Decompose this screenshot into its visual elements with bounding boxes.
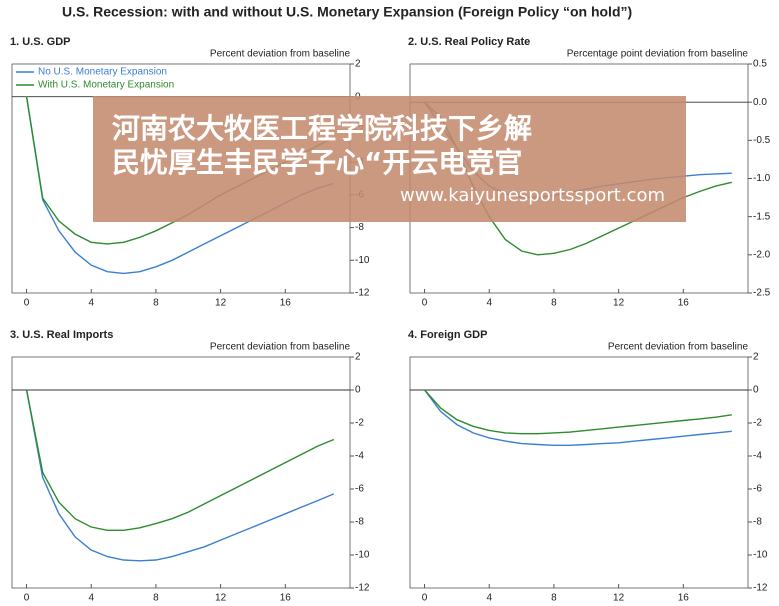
x-tick-label: 4: [88, 298, 94, 309]
y-tick-label: -8: [355, 222, 364, 233]
watermark-text: 民忧厚生丰民学子心“开云电竞官: [112, 146, 522, 179]
y-tick-label: -2: [753, 418, 762, 429]
x-tick-label: 8: [153, 298, 159, 309]
watermark-box: [93, 96, 686, 222]
y-tick-label: 0.5: [753, 59, 767, 70]
x-tick-label: 16: [280, 593, 292, 604]
plot-frame: [409, 356, 749, 589]
y-tick-label: 2: [355, 59, 361, 70]
series-line: [25, 389, 335, 562]
y-tick-label: -8: [753, 517, 762, 528]
y-tick-label: -10: [355, 255, 370, 266]
y-tick-label: 2: [355, 352, 361, 363]
y-tick-label: -12: [753, 583, 768, 594]
series-line: [25, 389, 335, 531]
x-tick-label: 16: [678, 298, 690, 309]
x-tick-label: 0: [422, 298, 428, 309]
y-tick-label: -6: [355, 484, 364, 495]
panel-title: 4. Foreign GDP: [408, 329, 487, 341]
y-axis-label: Percentage point deviation from baseline: [567, 49, 749, 60]
y-tick-label: -2.5: [753, 288, 771, 299]
y-tick-label: 2: [753, 352, 759, 363]
y-tick-label: 0: [355, 385, 361, 396]
x-tick-label: 8: [153, 593, 159, 604]
panel-title: 3. U.S. Real Imports: [10, 329, 113, 341]
x-tick-label: 12: [215, 298, 227, 309]
legend-label: With U.S. Monetary Expansion: [38, 80, 174, 91]
y-axis-label: Percent deviation from baseline: [210, 342, 351, 353]
y-tick-label: -12: [355, 583, 370, 594]
y-tick-label: -0.5: [753, 135, 771, 146]
legend-label: No U.S. Monetary Expansion: [38, 67, 167, 78]
page-title: U.S. Recession: with and without U.S. Mo…: [62, 4, 632, 20]
y-tick-label: -1.5: [753, 211, 771, 222]
x-tick-label: 8: [551, 298, 557, 309]
plot-frame: [11, 356, 351, 589]
watermark-text: 河南农大牧医工程学院科技下乡解: [112, 112, 532, 145]
series-line: [424, 389, 732, 435]
y-tick-label: -10: [355, 550, 370, 561]
series-line: [424, 389, 732, 446]
y-tick-label: -4: [753, 451, 762, 462]
x-tick-label: 0: [24, 593, 30, 604]
panel-title: 2. U.S. Real Policy Rate: [408, 36, 530, 48]
x-tick-label: 0: [24, 298, 30, 309]
y-tick-label: -12: [355, 288, 370, 299]
y-axis-label: Percent deviation from baseline: [210, 49, 351, 60]
y-axis-label: Percent deviation from baseline: [608, 342, 749, 353]
y-tick-label: -1.0: [753, 173, 771, 184]
y-tick-label: -6: [753, 484, 762, 495]
x-tick-label: 16: [280, 298, 292, 309]
y-tick-label: 0: [753, 385, 759, 396]
x-tick-label: 4: [88, 593, 94, 604]
y-tick-label: 0.0: [753, 97, 767, 108]
x-tick-label: 4: [486, 593, 492, 604]
y-tick-label: -10: [753, 550, 768, 561]
x-tick-label: 8: [551, 593, 557, 604]
y-tick-label: -2: [355, 418, 364, 429]
x-tick-label: 12: [613, 593, 625, 604]
y-tick-label: -2.0: [753, 249, 771, 260]
y-tick-label: -4: [355, 451, 364, 462]
panel-title: 1. U.S. GDP: [10, 36, 71, 48]
x-tick-label: 16: [678, 593, 690, 604]
x-tick-label: 12: [613, 298, 625, 309]
y-tick-label: -8: [355, 517, 364, 528]
x-tick-label: 0: [422, 593, 428, 604]
x-tick-label: 4: [486, 298, 492, 309]
watermark-url: www.kaiyunesportssport.com: [400, 185, 665, 206]
x-tick-label: 12: [215, 593, 227, 604]
